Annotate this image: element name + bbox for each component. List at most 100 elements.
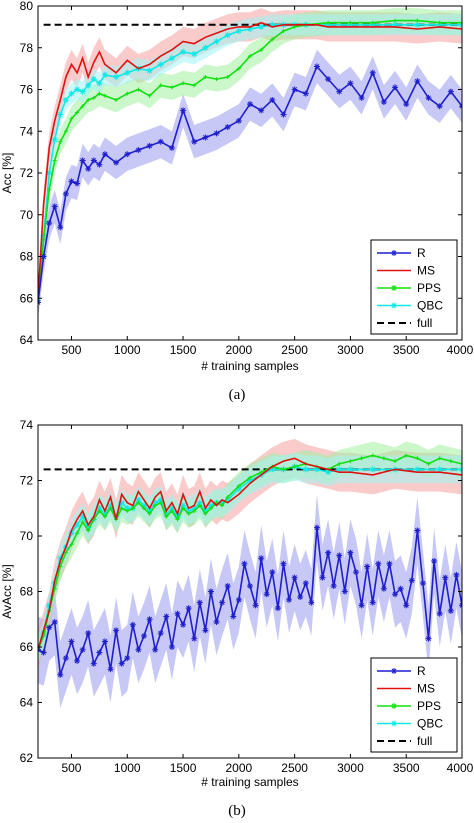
data-point-qbc — [74, 86, 81, 93]
data-point-pps — [393, 18, 398, 23]
data-point-qbc — [124, 505, 131, 512]
data-point-pps — [248, 475, 252, 480]
data-point-pps — [97, 91, 102, 96]
data-point-pps — [281, 29, 286, 34]
data-point-r — [341, 588, 348, 595]
data-point-qbc — [235, 485, 242, 492]
data-point-pps — [370, 453, 375, 458]
data-point-pps — [91, 95, 96, 100]
data-point-r — [180, 107, 187, 114]
data-point-r — [263, 591, 270, 598]
data-point-qbc — [152, 499, 159, 506]
data-point-r — [392, 591, 399, 598]
x-tick-label: 3000 — [337, 761, 364, 775]
data-point-r — [442, 574, 449, 581]
data-point-pps — [348, 459, 353, 464]
data-point-r — [269, 96, 276, 103]
y-tick-label: 72 — [20, 166, 34, 180]
data-point-pps — [102, 93, 107, 98]
data-point-r — [224, 582, 231, 589]
data-point-r — [431, 557, 438, 564]
data-point-r — [113, 627, 120, 634]
data-point-r — [196, 599, 203, 606]
data-point-r — [57, 671, 64, 678]
chart-panel-a: 500 1000 1500 2000 2500 3000 3500 4000 64 66 68 70 7… — [0, 0, 474, 403]
y-tick-label: 64 — [20, 333, 34, 347]
legend-marker-qbc — [391, 720, 397, 727]
data-point-pps — [225, 495, 230, 500]
legend-label-full: full — [417, 316, 432, 330]
data-point-pps — [175, 517, 180, 522]
data-point-pps — [192, 83, 197, 88]
data-point-r — [403, 602, 410, 609]
data-point-r — [213, 130, 220, 137]
data-point-r — [247, 582, 253, 589]
data-point-r — [247, 101, 253, 108]
data-point-qbc — [202, 508, 209, 515]
data-point-r — [79, 646, 86, 653]
y-tick-label: 64 — [20, 696, 34, 710]
data-point-qbc — [113, 73, 120, 80]
data-point-qbc — [247, 25, 253, 32]
legend-label-pps: PPS — [417, 699, 441, 713]
data-point-r — [302, 580, 309, 587]
data-point-qbc — [224, 32, 231, 39]
data-point-r — [57, 224, 64, 231]
data-point-qbc — [180, 48, 187, 55]
data-point-qbc — [146, 67, 153, 74]
data-point-r — [113, 159, 120, 166]
data-point-pps — [136, 500, 141, 505]
data-point-qbc — [46, 602, 53, 609]
y-tick-label: 80 — [20, 0, 34, 13]
data-point-r — [258, 107, 265, 114]
data-point-pps — [102, 514, 107, 519]
data-point-r — [392, 84, 399, 91]
data-point-pps — [153, 503, 158, 508]
data-point-r — [85, 165, 92, 172]
x-tick-label: 3000 — [337, 343, 364, 357]
data-point-qbc — [174, 513, 181, 520]
data-point-r — [163, 613, 170, 620]
panel-caption: (a) — [229, 387, 246, 403]
data-point-qbc — [202, 44, 209, 51]
data-point-r — [241, 560, 248, 567]
data-point-r — [291, 86, 298, 93]
data-point-qbc — [46, 170, 53, 176]
data-point-r — [124, 151, 131, 158]
data-point-r — [51, 619, 58, 626]
data-point-r — [180, 621, 187, 628]
data-point-pps — [69, 542, 74, 547]
data-point-qbc — [90, 76, 97, 83]
y-tick-label: 66 — [20, 291, 34, 305]
data-point-qbc — [124, 69, 131, 76]
x-tick-label: 1500 — [170, 343, 197, 357]
data-point-qbc — [414, 21, 421, 28]
data-point-pps — [381, 456, 386, 461]
data-point-pps — [114, 97, 119, 102]
x-tick-label: 2000 — [225, 343, 252, 357]
data-point-r — [62, 190, 69, 197]
data-point-pps — [248, 54, 252, 59]
data-point-pps — [75, 531, 80, 536]
data-point-r — [408, 577, 415, 584]
data-point-pps — [169, 509, 174, 514]
series-line-ms — [38, 457, 462, 651]
data-point-r — [191, 138, 198, 145]
data-point-pps — [142, 506, 146, 511]
x-tick-label: 2500 — [281, 343, 308, 357]
data-point-r — [207, 588, 214, 595]
data-point-pps — [69, 116, 74, 121]
data-point-r — [40, 253, 47, 260]
data-point-qbc — [313, 466, 320, 473]
legend-label-r: R — [417, 664, 426, 678]
data-point-r — [46, 624, 53, 631]
data-point-pps — [393, 459, 398, 464]
data-point-qbc — [57, 555, 64, 562]
data-point-pps — [415, 456, 420, 461]
data-point-r — [40, 649, 47, 656]
data-point-qbc — [191, 505, 198, 512]
x-tick-label: 4000 — [447, 761, 474, 775]
data-point-r — [447, 607, 454, 614]
data-point-r — [202, 627, 209, 634]
data-point-r — [235, 117, 242, 124]
